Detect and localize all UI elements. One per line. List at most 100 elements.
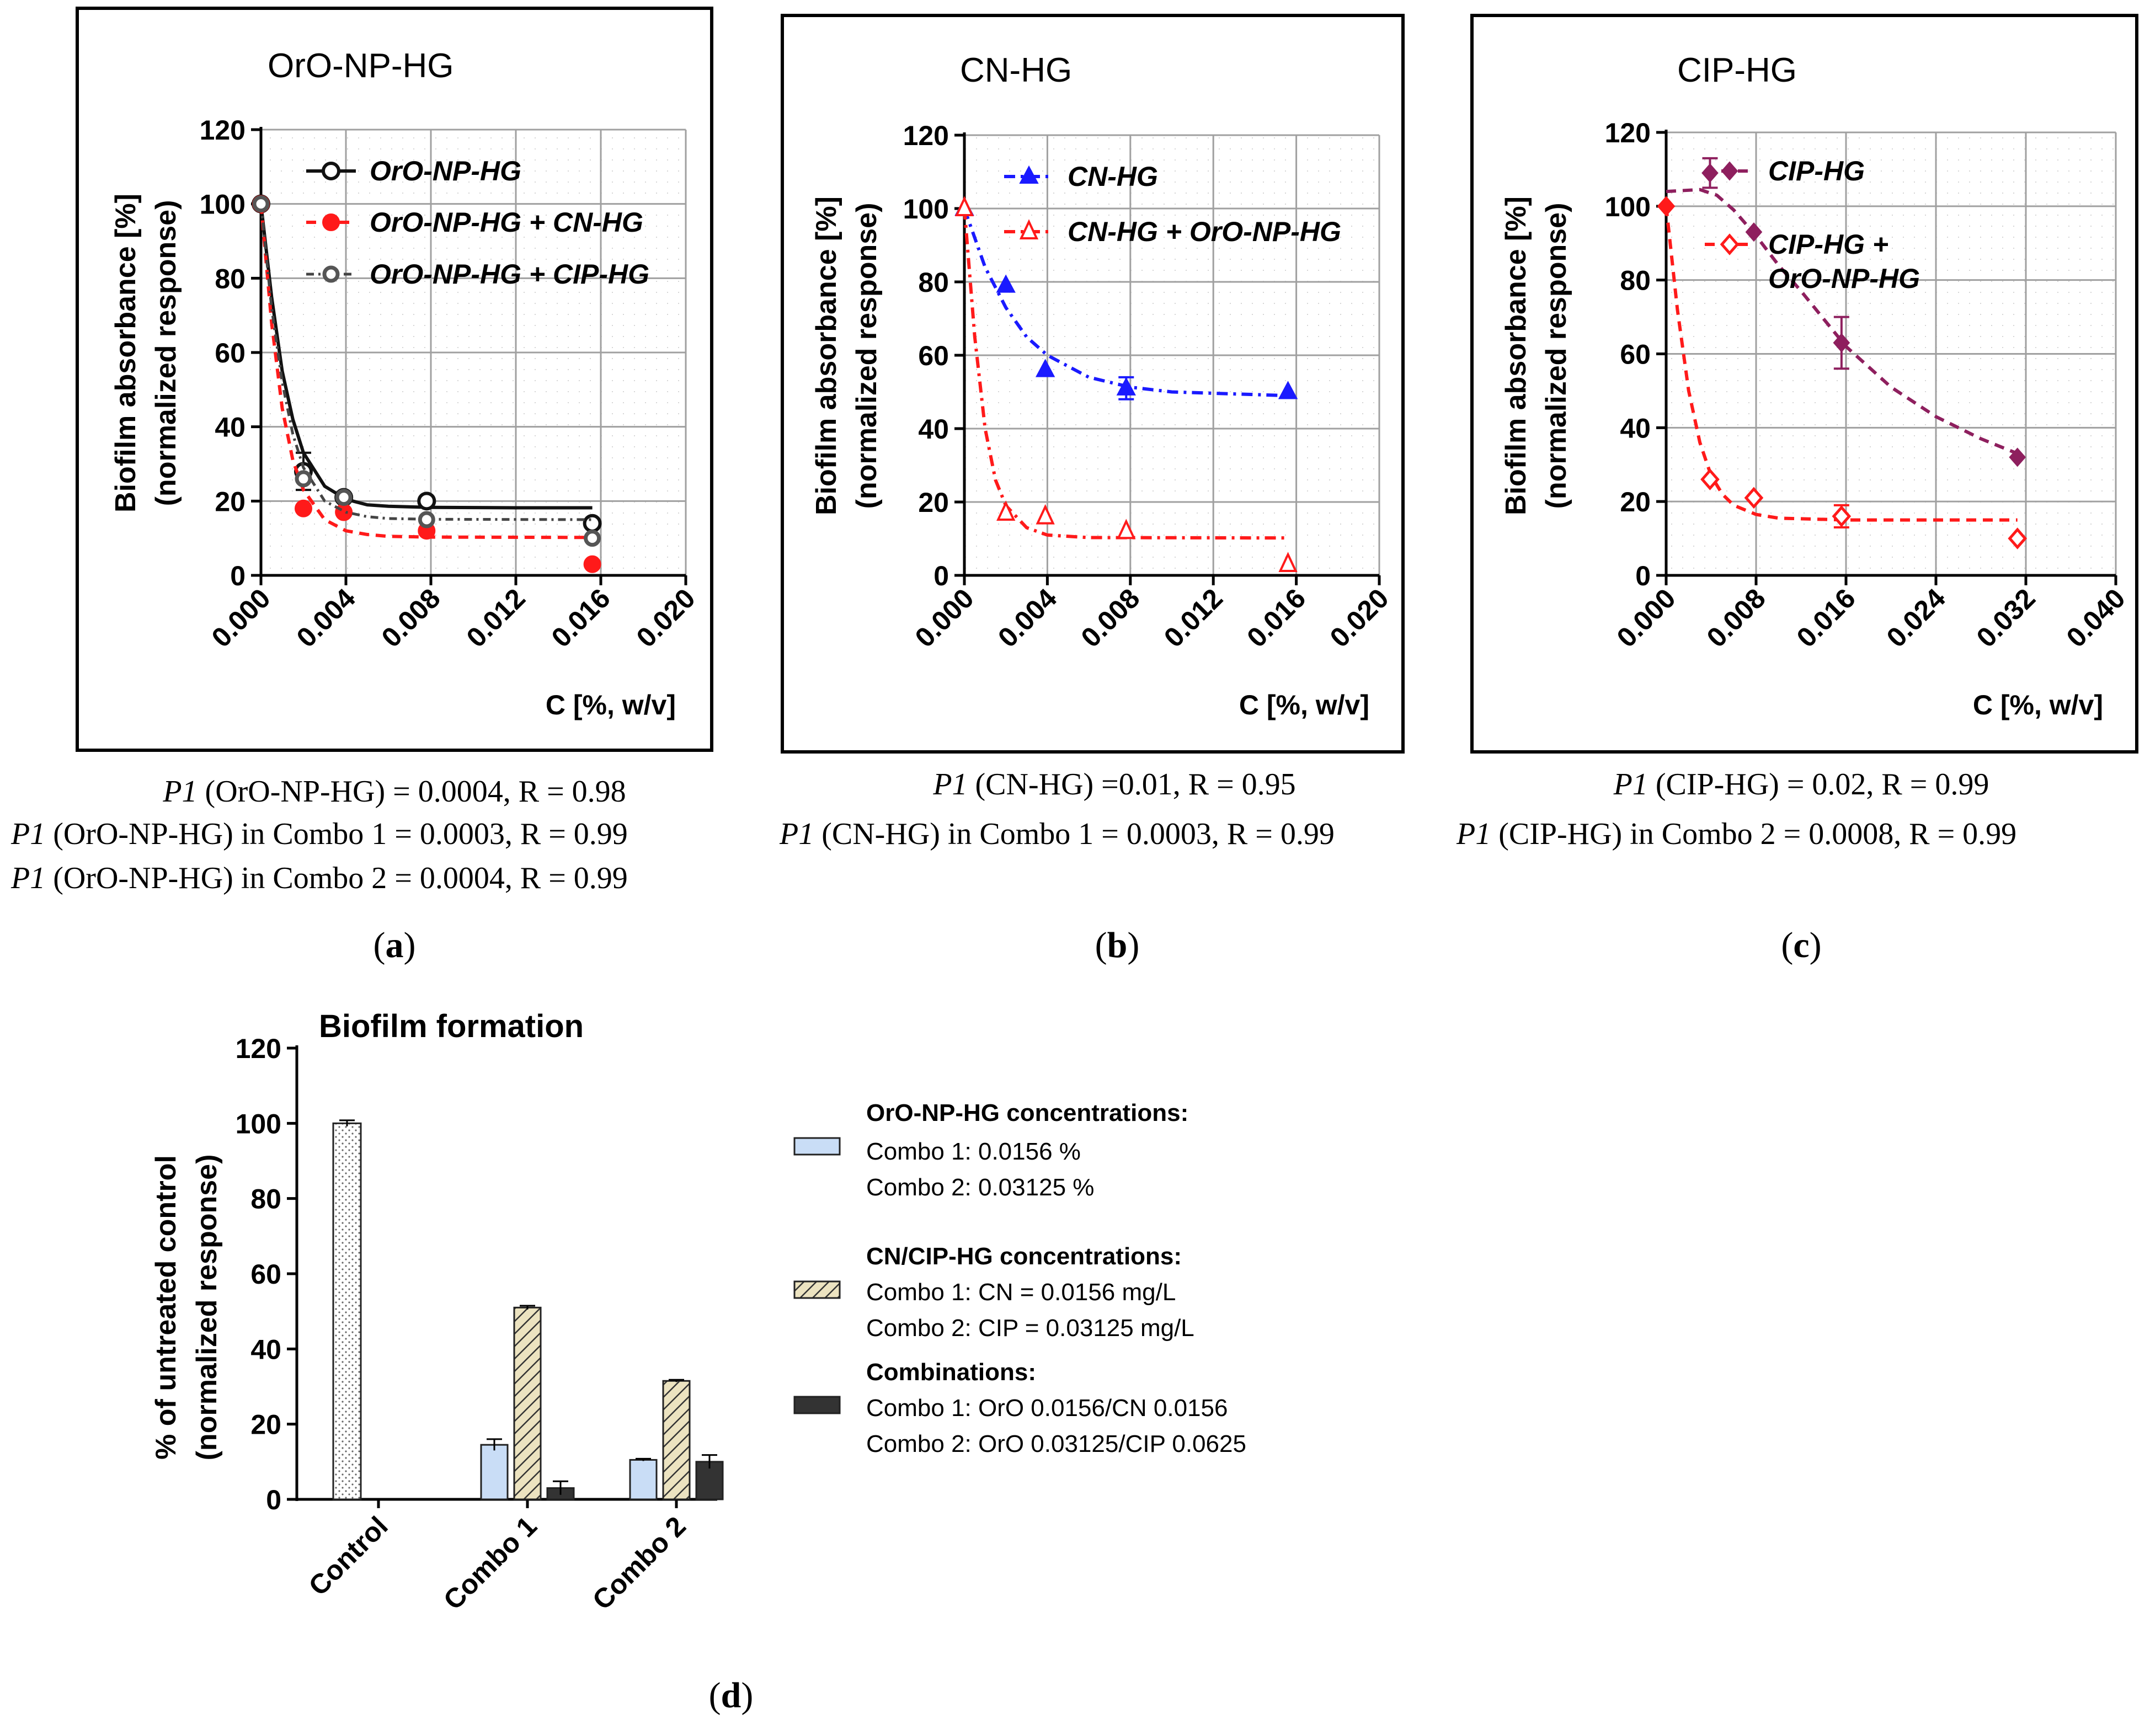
panel-d-legend: OrO-NP-HG concentrations: Combo 1: 0.015… <box>793 1099 1246 1457</box>
panel-c-frame <box>1470 14 2138 754</box>
plot-a-ytick-label: 60 <box>215 338 246 368</box>
plot-a-ytick-label: 40 <box>215 412 246 443</box>
plot-c-ytick-label: 40 <box>1620 413 1651 444</box>
legend-c-0-marker <box>1721 161 1738 181</box>
panel-a-title: OrO-NP-HG <box>268 47 454 85</box>
plot-d-xtick-label: Combo 1 <box>438 1510 543 1616</box>
plot-a-xtick-label: 0.000 <box>206 583 276 653</box>
plot-b-xtick-label: 0.008 <box>1075 583 1146 653</box>
legend-c-1-label: OrO-NP-HG <box>1768 263 1920 294</box>
legend-c-1-marker <box>1720 233 1740 255</box>
series-c-0-point <box>1833 333 1850 352</box>
plot-d-ytick-label: 20 <box>250 1409 281 1440</box>
panel-a-xlabel: C [%, w/v] <box>546 690 676 720</box>
legend-c-0-label: CIP-HG <box>1768 156 1865 186</box>
plot-a-ytick-label: 20 <box>215 486 246 517</box>
plot-d-ytick-label: 80 <box>250 1184 281 1215</box>
bar-combo-1-0 <box>480 1444 509 1500</box>
plot-c-ytick-label: 20 <box>1620 487 1651 517</box>
series-b-0-point <box>1116 377 1136 396</box>
plot-d-ytick-label: 60 <box>250 1259 281 1290</box>
series-c-0-point <box>1745 222 1763 242</box>
series-a-2-point <box>584 530 601 547</box>
legend-d-group-1-line-1: Combo 1: 0.0156 % <box>866 1138 1081 1165</box>
plot-c-xtick-label: 0.000 <box>1611 583 1682 653</box>
series-b-1-point <box>954 196 974 216</box>
plot-a-ytick-label: 100 <box>200 189 246 220</box>
plot-b-ytick-label: 0 <box>933 560 949 591</box>
plot-c-ytick-label: 80 <box>1620 265 1651 296</box>
series-b-1-point <box>1117 519 1136 540</box>
series-a-2-fit-line <box>259 204 593 521</box>
plot-a-ytick-label: 0 <box>230 560 246 591</box>
panel-b-ylabel-2: (normalized response) <box>851 203 883 509</box>
series-b-1-point <box>996 500 1016 521</box>
plot-a-xtick-label: 0.020 <box>631 583 701 653</box>
series-a-1-point <box>583 555 601 573</box>
params-b: P1 (CN-HG) =0.01, R = 0.95 P1 (CN-HG) in… <box>779 767 1335 851</box>
legend-d-group-2-line-1: Combo 1: CN = 0.0156 mg/L <box>866 1279 1176 1306</box>
panel-a-frame <box>76 7 713 752</box>
plot-b-ytick-label: 20 <box>918 487 949 518</box>
param-c-1: P1 (CIP-HG) = 0.02, R = 0.99 <box>1613 767 1989 802</box>
param-a-3: P1 (OrO-NP-HG) in Combo 2 = 0.0004, R = … <box>10 861 628 895</box>
panel-a-ylabel-1: Biofilm absorbance [%] <box>110 194 142 512</box>
legend-d-swatch-combinations <box>793 1396 841 1414</box>
caption-d: (d) <box>709 1675 754 1716</box>
series-a-0-point <box>583 514 602 533</box>
plot-c: 0 20 40 60 80 100 120 0.000 0.008 0.016 0.024 0.032… <box>1605 117 2131 653</box>
legend-a-0-label: OrO-NP-HG <box>370 156 521 186</box>
plot-c-ytick-label: 120 <box>1605 117 1651 148</box>
legend-d-group-3-line-2: Combo 2: OrO 0.03125/CIP 0.0625 <box>866 1430 1246 1457</box>
plot-c-xtick-label: 0.008 <box>1701 583 1772 653</box>
panel-a: OrO-NP-HG 0 20 40 60 80 100 120 0.000 0.004 0.008… <box>76 7 713 752</box>
plot-b-ytick-label: 120 <box>903 120 949 151</box>
series-c-1-point <box>2008 527 2028 549</box>
legend-d-group-2-line-2: Combo 2: CIP = 0.03125 mg/L <box>866 1315 1194 1342</box>
bar-combo-2-0 <box>629 1459 658 1500</box>
panel-a-ylabel-2: (normalized response) <box>150 200 182 506</box>
panel-c-ylabel-1: Biofilm absorbance [%] <box>1500 196 1532 515</box>
legend-a-0-marker <box>322 162 340 180</box>
params-c: P1 (CIP-HG) = 0.02, R = 0.99 P1 (CIP-HG)… <box>1456 767 2016 851</box>
panel-b-title: CN-HG <box>960 51 1072 89</box>
series-b-0-point <box>996 274 1016 293</box>
legend-b-0-label: CN-HG <box>1068 161 1158 192</box>
plot-b-ytick-label: 80 <box>918 267 949 298</box>
legend-a-1-marker <box>322 213 340 231</box>
plot-c-xtick-label: 0.016 <box>1791 583 1861 653</box>
panel-d-ylabel-2: (normalized response) <box>191 1155 223 1461</box>
legend-a-2-marker <box>322 265 340 283</box>
panel-b-xlabel: C [%, w/v] <box>1239 690 1369 720</box>
legend-b-1-marker <box>1019 219 1039 239</box>
series-c-1-point <box>1700 468 1720 490</box>
plot-a-xtick-label: 0.016 <box>546 583 616 653</box>
param-c-2: P1 (CIP-HG) in Combo 2 = 0.0008, R = 0.9… <box>1456 817 2016 851</box>
bar-combo-1-1 <box>513 1306 542 1500</box>
legend-b-0-marker <box>1019 165 1039 184</box>
panel-b-frame <box>781 14 1405 754</box>
panel-d: Biofilm formation 0 20 40 60 80 100 120 Control… <box>150 1008 1246 1616</box>
plot-a-xtick-label: 0.012 <box>461 583 531 653</box>
series-b-0-point <box>1035 359 1055 377</box>
series-a-1-point <box>295 499 312 517</box>
panel-c-xlabel: C [%, w/v] <box>1973 690 2103 720</box>
plot-d-ytick-label: 40 <box>250 1334 281 1365</box>
legend-d-swatch-cn-cip <box>793 1280 841 1299</box>
panel-d-title: Biofilm formation <box>319 1008 584 1044</box>
series-c-1-point <box>1744 487 1764 509</box>
plot-c-xtick-label: 0.032 <box>1971 583 2041 653</box>
series-a-0-fit-line <box>259 204 593 510</box>
plot-b-xtick-label: 0.000 <box>909 583 980 653</box>
caption-b: (b) <box>1095 925 1140 965</box>
param-a-1: P1 (OrO-NP-HG) = 0.0004, R = 0.98 <box>162 774 626 809</box>
panel-d-ylabel-1: % of untreated control <box>150 1155 182 1460</box>
plot-c-ytick-label: 0 <box>1635 560 1651 591</box>
legend-d-group-2-title: CN/CIP-HG concentrations: <box>866 1243 1182 1270</box>
plot-c-ytick-label: 100 <box>1605 191 1651 222</box>
plot-a: 0 20 40 60 80 100 120 0.000 0.004 0.008 0.012 0.016… <box>200 115 701 653</box>
plot-d-ytick-label: 0 <box>266 1484 281 1515</box>
series-b-0-point <box>1278 381 1298 399</box>
panel-b-ylabel-1: Biofilm absorbance [%] <box>810 196 842 515</box>
